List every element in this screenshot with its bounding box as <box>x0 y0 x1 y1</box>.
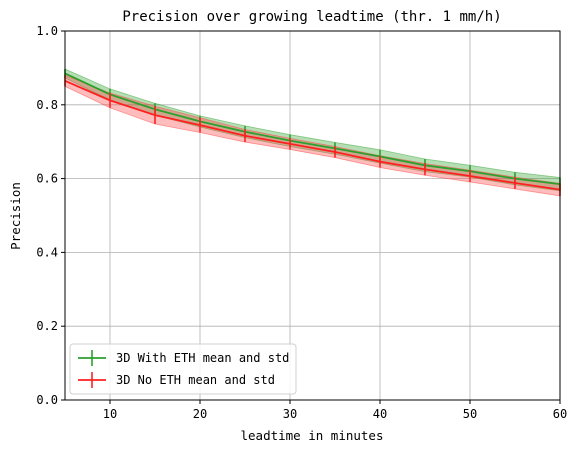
x-axis-label: leadtime in minutes <box>241 428 384 443</box>
plot-background <box>65 31 560 400</box>
x-tick-label: 30 <box>283 407 297 421</box>
chart-title: Precision over growing leadtime (thr. 1 … <box>122 9 501 25</box>
plot-area <box>65 31 560 400</box>
y-tick-label: 0.6 <box>36 172 58 186</box>
legend: 3D With ETH mean and std 3D No ETH mean a… <box>69 343 297 395</box>
y-tick-label: 0.0 <box>36 393 58 407</box>
y-axis-ticks: 0.0 0.2 0.4 0.6 0.8 1.0 <box>36 24 65 407</box>
y-tick-label: 0.4 <box>36 245 58 259</box>
legend-entry-label: 3D With ETH mean and std <box>116 351 289 365</box>
x-tick-label: 40 <box>373 407 387 421</box>
y-axis-label: Precision <box>8 182 23 250</box>
mean-line-series-2 <box>64 79 561 191</box>
y-tick-label: 0.2 <box>36 319 58 333</box>
y-tick-label: 0.8 <box>36 98 58 112</box>
legend-entry-label: 3D No ETH mean and std <box>116 373 275 387</box>
x-tick-label: 60 <box>553 407 567 421</box>
mean-lines <box>64 69 561 196</box>
axes-frame <box>64 30 561 401</box>
legend-box <box>69 343 297 395</box>
x-axis-ticks: 10 20 30 40 50 60 <box>103 400 567 421</box>
axes-border <box>64 30 561 401</box>
x-tick-label: 50 <box>463 407 477 421</box>
mean-line-series-1 <box>64 72 561 186</box>
x-tick-label: 20 <box>193 407 207 421</box>
x-tick-label: 10 <box>103 407 117 421</box>
y-tick-label: 1.0 <box>36 24 58 38</box>
